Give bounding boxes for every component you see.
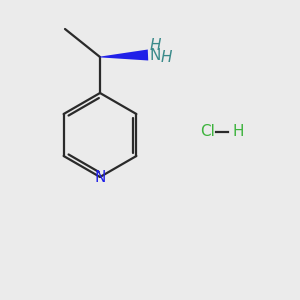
Text: Cl: Cl xyxy=(200,124,215,140)
Polygon shape xyxy=(100,50,148,61)
Text: N: N xyxy=(94,169,106,184)
Text: H: H xyxy=(160,50,172,64)
Text: N: N xyxy=(149,47,161,62)
Text: H: H xyxy=(149,38,161,52)
Text: H: H xyxy=(232,124,244,140)
